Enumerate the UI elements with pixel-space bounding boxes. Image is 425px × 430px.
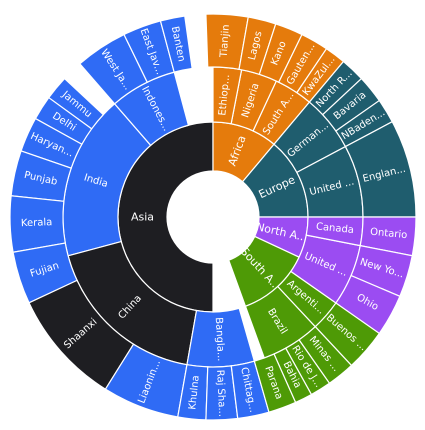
segment-shaanxi[interactable]	[28, 279, 135, 390]
segment-punjab[interactable]	[10, 150, 72, 202]
segment-rajshahi[interactable]	[205, 365, 239, 421]
segment-chittagong[interactable]	[230, 360, 270, 420]
segment-delhi[interactable]	[34, 96, 93, 146]
segment-jammu[interactable]	[47, 77, 105, 130]
label-tianjin: Tianjin	[219, 24, 232, 59]
segment-parana[interactable]	[253, 353, 297, 413]
label-canada: Canada	[315, 221, 354, 236]
ring-level-3: West Ja... East Jav... BantenJammuDelhiHar…	[9, 13, 417, 421]
segment-kerala[interactable]	[9, 195, 66, 253]
segment-liaoning[interactable]	[104, 343, 188, 418]
label-rajshahi: Raj Sha...	[214, 370, 227, 418]
label-ontario: Ontario	[370, 227, 408, 242]
ring-level-2: IndiaChinaIndones...Bangla...NigeriaEthi…	[62, 66, 364, 368]
label-kerala: Kerala	[21, 217, 53, 229]
segment-fujian[interactable]	[12, 242, 78, 304]
label-ethiopia: Ethiop...	[217, 74, 232, 116]
segment-banten[interactable]	[159, 15, 193, 73]
label-asia: Asia	[131, 211, 154, 224]
label-khulna: Khulna	[187, 375, 202, 410]
label-bangladesh: Bangla...	[213, 317, 226, 362]
segment-khulna[interactable]	[177, 364, 209, 421]
